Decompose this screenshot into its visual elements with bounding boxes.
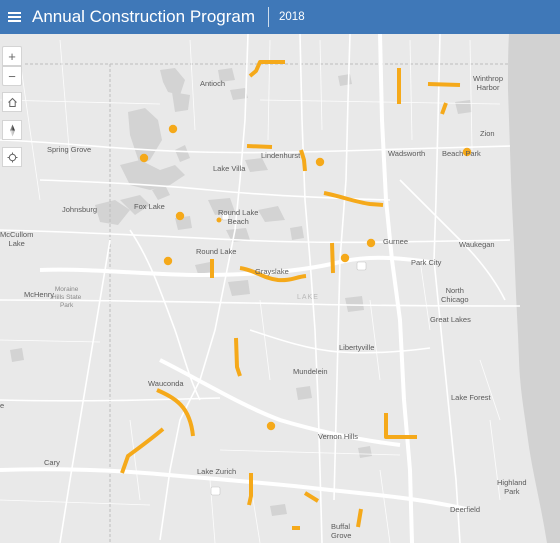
place-label-beach-park: Beach Park xyxy=(442,149,481,158)
place-label-grayslake: Grayslake xyxy=(255,267,289,276)
project-point xyxy=(163,256,173,266)
place-label-gurnee: Gurnee xyxy=(383,237,409,246)
place-label-zion: Zion xyxy=(480,129,495,138)
project-point xyxy=(266,421,276,431)
program-year: 2018 xyxy=(279,11,305,23)
hamburger-icon xyxy=(7,12,21,22)
inland-lakes xyxy=(10,68,472,516)
zoom-in-button[interactable]: + xyxy=(2,46,22,66)
place-label-buffalo-grove: Buffal Grove xyxy=(331,522,352,540)
locate-icon xyxy=(7,152,17,162)
project-point xyxy=(175,211,185,221)
place-label-north-chicago: North Chicago xyxy=(441,286,469,304)
place-label-mccullom-lake: McCullom Lake xyxy=(0,230,34,248)
place-label-waukegan: Waukegan xyxy=(459,240,495,249)
place-label-johnsburg: Johnsburg xyxy=(62,205,98,214)
zoom-out-button[interactable]: − xyxy=(2,66,22,86)
project-layer xyxy=(120,60,472,530)
place-label-round-lake-beach: Round Lake Beach xyxy=(218,208,259,226)
place-label-antioch: Antioch xyxy=(200,79,226,88)
place-label-lake-forest: Lake Forest xyxy=(451,393,491,402)
project-segment xyxy=(299,149,307,172)
project-segment xyxy=(303,491,320,503)
place-label-deerfield: Deerfield xyxy=(450,505,481,514)
project-segment xyxy=(239,266,307,283)
highway-shield-icon xyxy=(210,486,221,496)
project-point xyxy=(462,147,472,157)
locate-button[interactable] xyxy=(2,147,22,167)
place-label-round-lake: Round Lake xyxy=(196,247,237,256)
place-label-libertyville: Libertyville xyxy=(339,343,375,352)
place-label-spring-grove: Spring Grove xyxy=(47,145,92,154)
local-roads xyxy=(0,39,501,543)
home-button[interactable] xyxy=(2,92,22,112)
project-point xyxy=(366,238,376,248)
place-label-lake-villa: Lake Villa xyxy=(213,164,246,173)
project-point xyxy=(216,217,222,223)
place-label-fox-lake: Fox Lake xyxy=(134,202,165,211)
home-icon xyxy=(7,97,17,107)
place-label-wadsworth: Wadsworth xyxy=(388,149,426,158)
place-label-cary: Cary xyxy=(44,458,60,467)
project-segment xyxy=(427,82,461,87)
place-label-lake-zurich: Lake Zurich xyxy=(197,467,237,476)
title-divider xyxy=(268,7,270,27)
place-label-mundelein: Mundelein xyxy=(293,367,328,376)
compass-button[interactable] xyxy=(2,120,22,140)
place-label-park-city: Park City xyxy=(411,258,442,267)
project-point xyxy=(139,153,149,163)
project-segment xyxy=(356,508,363,528)
project-segment xyxy=(156,388,195,437)
highway-shield-icon xyxy=(221,212,230,221)
project-point xyxy=(168,124,178,134)
lake-michigan xyxy=(508,34,560,543)
map-view[interactable]: Antioch Winthrop Harbor Zion Spring Grov… xyxy=(0,34,560,543)
place-label-mchenry: McHenry xyxy=(24,290,55,299)
place-label-winthrop-harbor: Winthrop Harbor xyxy=(473,74,504,92)
place-label-great-lakes: Great Lakes xyxy=(430,315,471,324)
project-segment xyxy=(330,242,335,274)
project-segment xyxy=(247,473,253,506)
project-segment xyxy=(120,427,165,474)
app-header: Annual Construction Program 2018 xyxy=(0,0,560,34)
menu-button[interactable] xyxy=(0,0,28,34)
place-label-wauconda: Wauconda xyxy=(148,379,184,388)
project-segment xyxy=(440,102,448,115)
place-label-vernon-hills: Vernon Hills xyxy=(318,432,359,441)
project-segment xyxy=(248,60,285,78)
project-segment xyxy=(323,191,384,207)
highway-shield-icon xyxy=(356,261,367,271)
place-label-highland-park: Highland Park xyxy=(497,478,527,496)
place-label-lake-county: LAKE xyxy=(297,294,319,301)
project-segment xyxy=(246,144,273,149)
compass-icon xyxy=(9,124,15,136)
project-point xyxy=(340,253,350,263)
project-segment xyxy=(384,413,417,439)
roads xyxy=(0,34,521,543)
place-label-lindenhurst: Lindenhurst xyxy=(261,151,301,160)
project-segment xyxy=(234,337,242,377)
project-point xyxy=(315,157,325,167)
place-label-moraine-hills: Moraine Hills State Park xyxy=(52,286,82,309)
place-label-edge: e xyxy=(0,401,5,410)
app-title: Annual Construction Program xyxy=(32,7,256,26)
